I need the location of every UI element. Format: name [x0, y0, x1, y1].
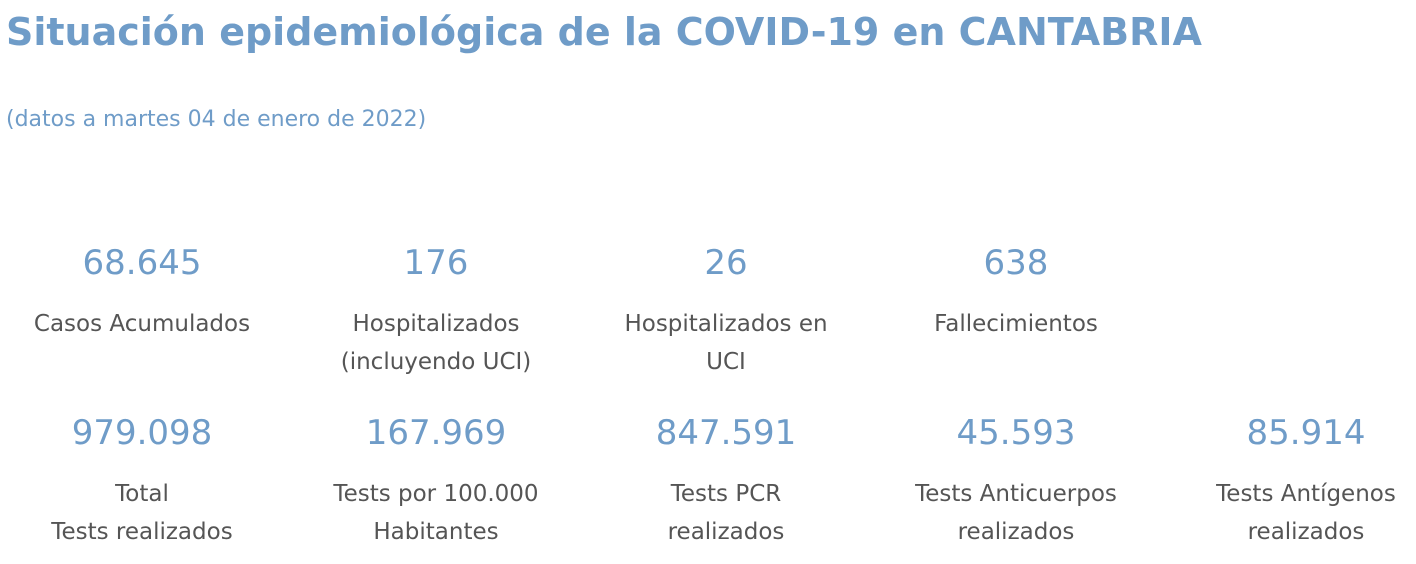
stat-value: 638 [983, 243, 1049, 283]
stat-label: Tests por 100.000 Habitantes [333, 481, 539, 545]
stat-casos-acumulados: 68.645 Casos Acumulados [2, 241, 282, 343]
stat-value: 176 [403, 243, 469, 283]
stat-tests-por-100000: 167.969 Tests por 100.000 Habitantes [296, 411, 576, 551]
stat-label: Hospitalizados (incluyendo UCI) [340, 311, 532, 375]
page-title: Situación epidemiológica de la COVID-19 … [6, 10, 1202, 54]
stat-label: Tests Anticuerpos realizados [915, 481, 1117, 545]
data-date-subtitle: (datos a martes 04 de enero de 2022) [6, 107, 427, 132]
stat-fallecimientos: 638 Fallecimientos [876, 241, 1156, 343]
stat-label: Tests PCR realizados [667, 481, 785, 545]
stat-total-tests: 979.098 Total Tests realizados [2, 411, 282, 551]
stat-hospitalizados: 176 Hospitalizados (incluyendo UCI) [296, 241, 576, 381]
stat-value: 847.591 [655, 413, 797, 453]
stat-value: 45.593 [956, 413, 1076, 453]
stat-value: 26 [704, 243, 748, 283]
stat-value: 167.969 [365, 413, 507, 453]
stat-label: Casos Acumulados [33, 311, 251, 337]
stat-value: 68.645 [82, 243, 202, 283]
stat-label: Tests Antígenos realizados [1216, 481, 1396, 545]
stat-hospitalizados-uci: 26 Hospitalizados en UCI [586, 241, 866, 381]
stat-value: 85.914 [1246, 413, 1366, 453]
stat-label: Hospitalizados en UCI [624, 311, 828, 375]
stat-tests-anticuerpos: 45.593 Tests Anticuerpos realizados [876, 411, 1156, 551]
stat-label: Fallecimientos [934, 311, 1098, 337]
stat-tests-antigenos: 85.914 Tests Antígenos realizados [1166, 411, 1416, 551]
stat-value: 979.098 [71, 413, 213, 453]
stat-label: Total Tests realizados [51, 481, 233, 545]
stat-tests-pcr: 847.591 Tests PCR realizados [586, 411, 866, 551]
